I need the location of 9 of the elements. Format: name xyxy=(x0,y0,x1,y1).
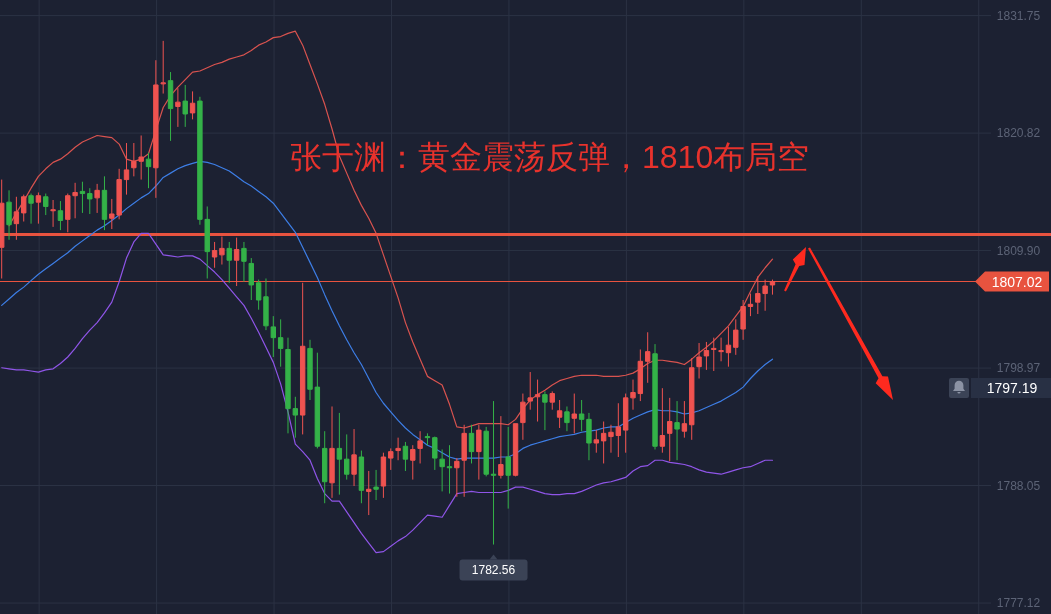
ytick: 1788.05 xyxy=(996,478,1041,493)
alert-label: 1797.19 xyxy=(971,378,1051,398)
ref-line-label: 1807.02 xyxy=(991,273,1043,290)
annotation: 1782.56 xyxy=(471,563,516,578)
ytick: 1809.90 xyxy=(996,243,1041,258)
ytick: 1831.75 xyxy=(996,8,1041,23)
ytick: 1820.82 xyxy=(996,126,1041,141)
ytick: 1777.12 xyxy=(996,596,1041,611)
ytick: 1798.97 xyxy=(996,361,1041,376)
